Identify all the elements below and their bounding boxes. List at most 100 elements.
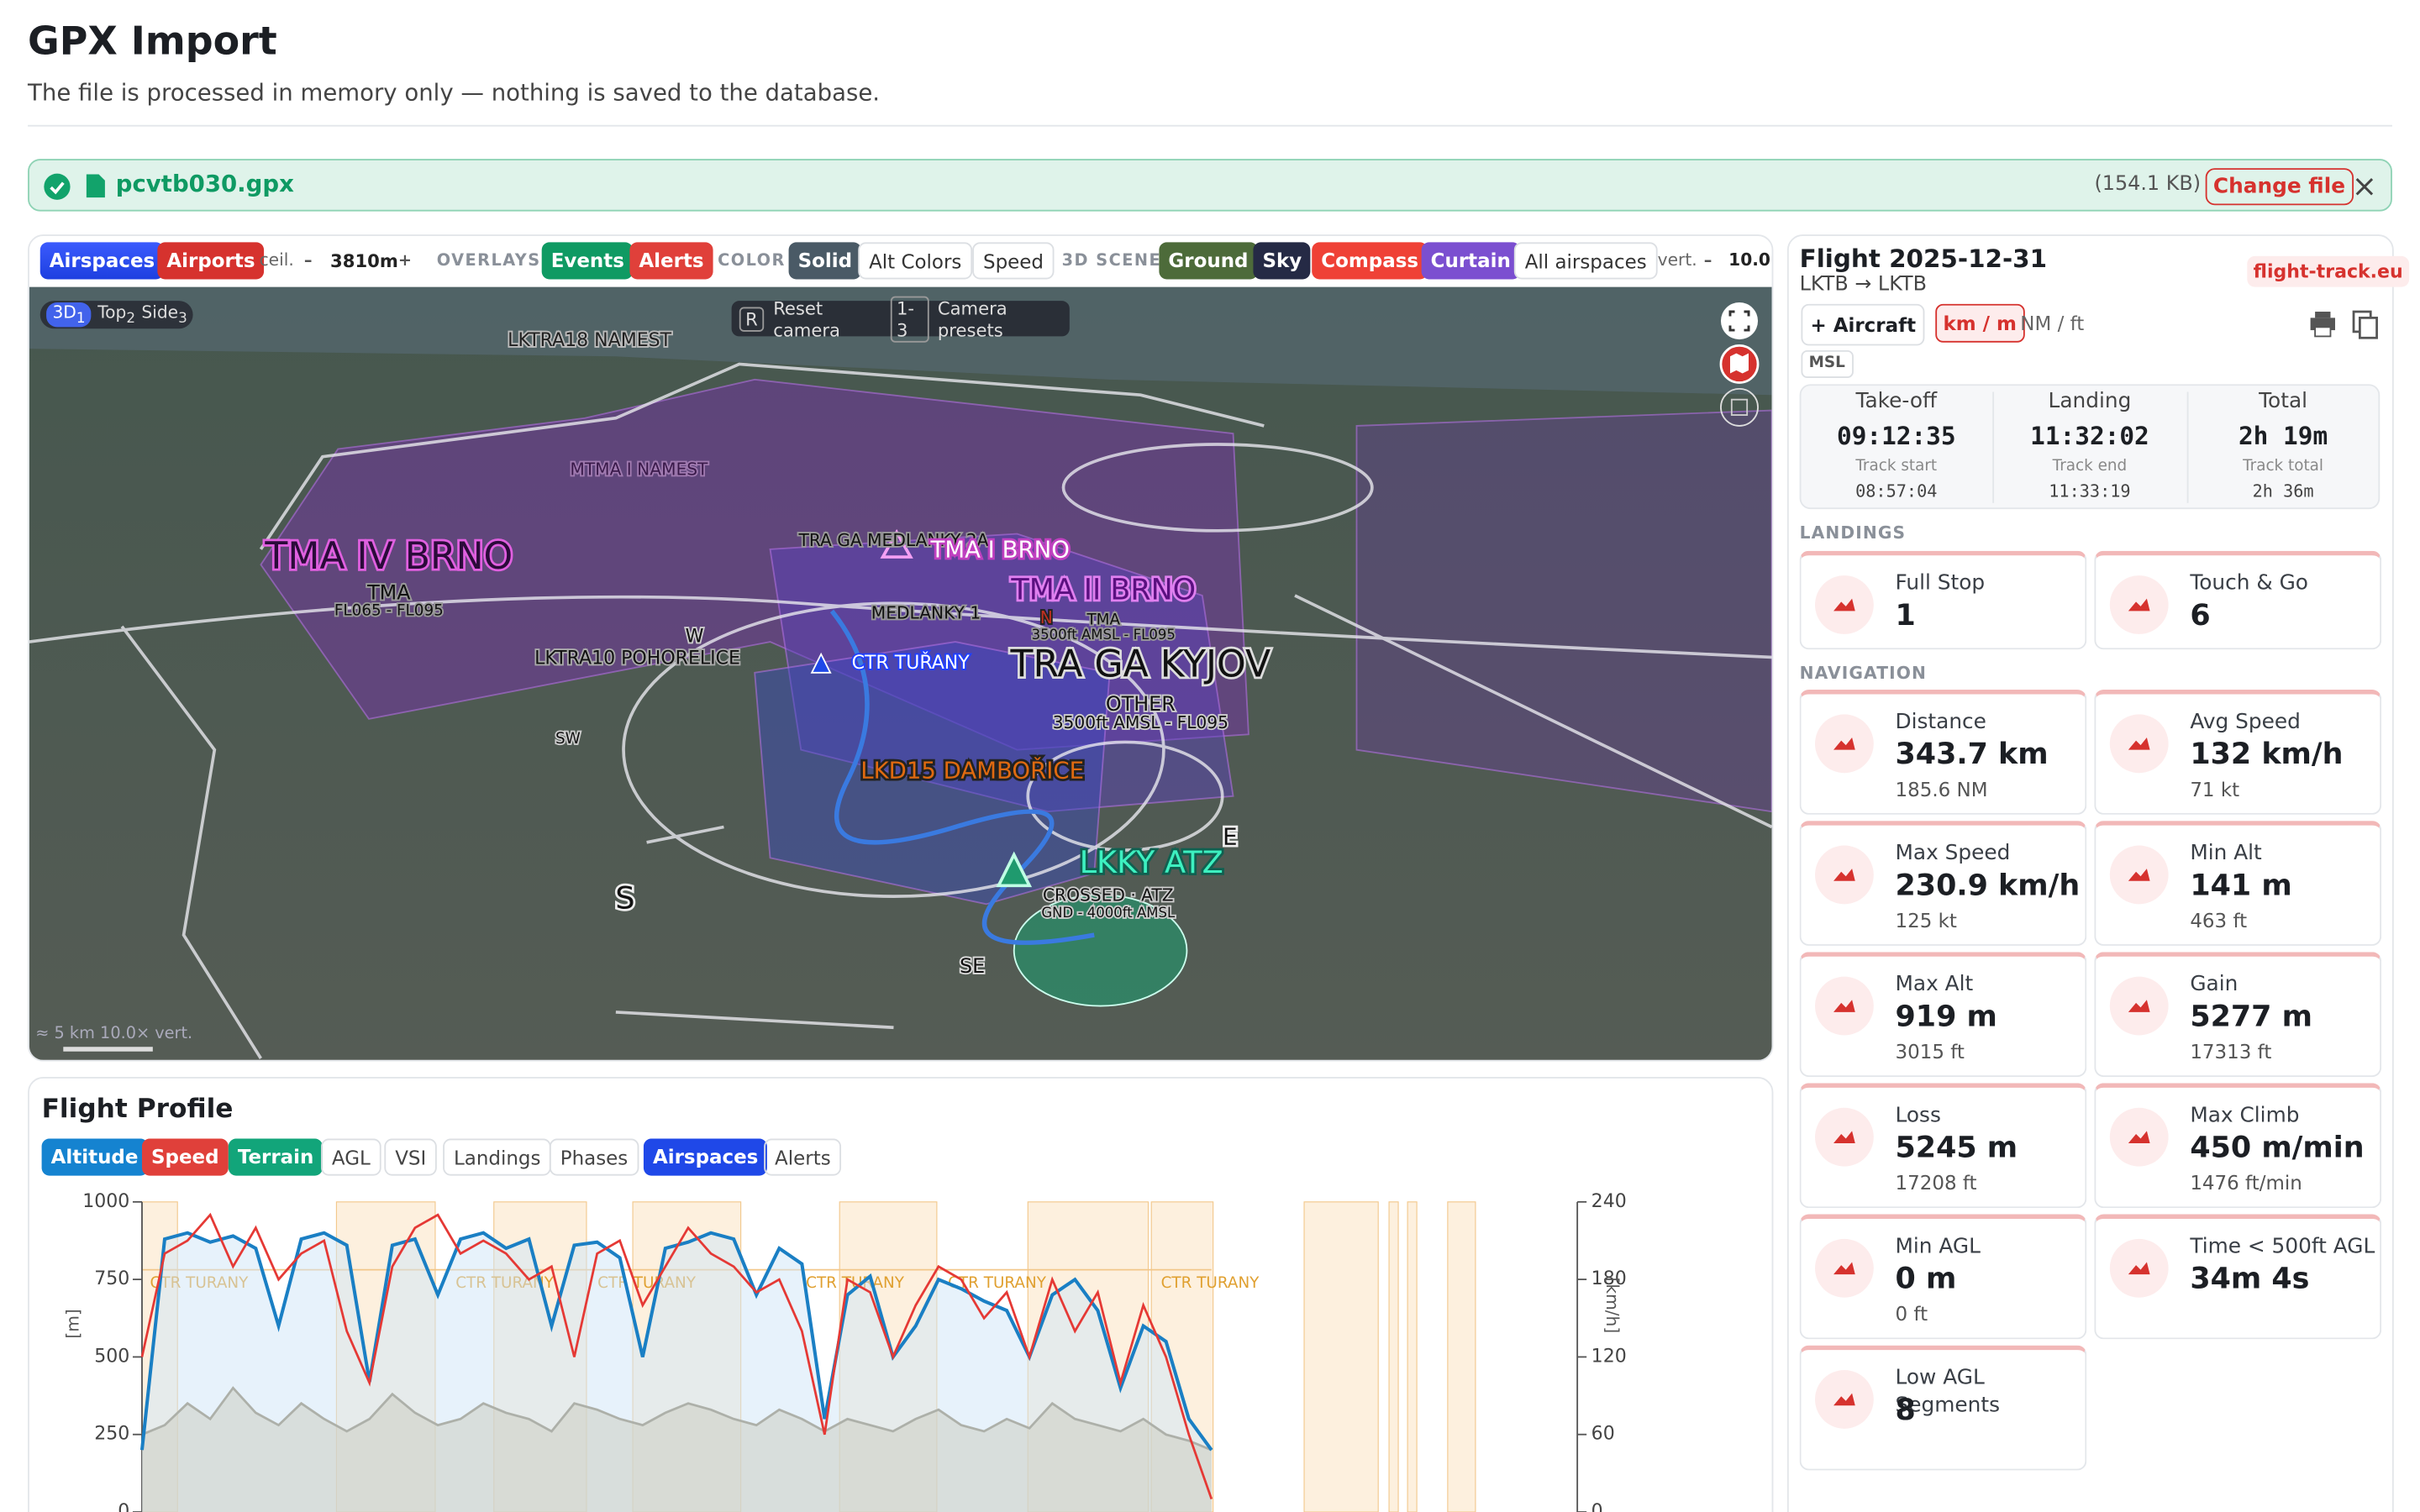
profile-toggle[interactable]: Terrain — [228, 1138, 324, 1176]
airspace-volumes — [260, 378, 1772, 906]
time-sublabel: Track end — [2052, 458, 2128, 475]
toolbar-button[interactable]: Alt Colors — [858, 242, 973, 280]
card-icon-bg — [1815, 714, 1874, 774]
view-tab[interactable]: Top2 — [97, 302, 135, 328]
time-divider — [1992, 391, 1995, 503]
y-tick-label: 0 — [118, 1501, 129, 1512]
source-link[interactable]: flight-track.eu — [2247, 255, 2410, 287]
airspace-label: CTR TURANY — [1161, 1274, 1260, 1292]
card-sub: 0 ft — [1895, 1302, 1928, 1326]
card-sub: 185.6 NM — [1895, 777, 1988, 801]
toolbar-button[interactable]: Compass — [1312, 242, 1428, 280]
key: 1-3 — [890, 295, 929, 342]
airspace-band — [1303, 1201, 1379, 1512]
time-subvalue: 11:33:19 — [2049, 481, 2131, 501]
card-value: 1 — [1895, 598, 1916, 633]
change-file-button[interactable]: Change file — [2205, 168, 2354, 206]
card-icon-bg — [1815, 845, 1874, 905]
profile-toggle[interactable]: Phases — [549, 1138, 639, 1176]
profile-title: Flight Profile — [41, 1094, 234, 1125]
y2-tick-label: 240 — [1591, 1191, 1627, 1212]
map-label: W — [686, 627, 704, 648]
toolbar-button[interactable]: Ground — [1159, 242, 1258, 280]
view-name: 3D — [52, 302, 76, 323]
card-value: 919 m — [1895, 1000, 1997, 1034]
view-tab[interactable]: 3D1 — [46, 302, 92, 328]
profile-toggle[interactable]: AGL — [321, 1138, 381, 1176]
hint: Reset camera — [773, 297, 840, 341]
toolbar-button[interactable]: Solid — [788, 242, 862, 280]
map-label: SE — [960, 954, 985, 978]
card-value: 141 m — [2190, 869, 2292, 903]
toolbar-button[interactable]: – — [303, 251, 313, 270]
card-value: 132 km/h — [2190, 737, 2344, 772]
toolbar-button[interactable]: Speed — [972, 242, 1055, 280]
profile-toggle[interactable]: Alerts — [764, 1138, 842, 1176]
toolbar-button[interactable]: Curtain — [1421, 242, 1520, 280]
card-icon-bg — [2109, 1238, 2169, 1298]
card-icon-bg — [1815, 1238, 1874, 1298]
toolbar-label: 3810m — [330, 249, 398, 272]
time-sublabel: Track total — [2243, 458, 2324, 475]
copy-button[interactable] — [2352, 310, 2378, 339]
profile-toggle[interactable]: Altitude — [41, 1138, 148, 1176]
profile-toggle[interactable]: Airspaces — [643, 1138, 768, 1176]
map-label: CROSSED · ATZ — [1043, 885, 1174, 906]
toolbar-label: OVERLAYS — [436, 251, 541, 270]
print-button[interactable] — [2310, 312, 2335, 338]
map-label: LKKY ATZ — [1080, 844, 1223, 880]
file-name: pcvtb030.gpx — [115, 170, 294, 198]
toolbar-button[interactable]: Alerts — [629, 242, 713, 280]
card-icon-bg — [1815, 1370, 1874, 1429]
map-label: N — [1040, 607, 1053, 627]
hint: Camera presets — [937, 297, 1007, 341]
view-tab[interactable]: Side3 — [141, 302, 187, 328]
stat-card: Distance 343.7 km 185.6 NM — [1799, 690, 2087, 815]
card-icon — [1833, 737, 1855, 750]
profile-toggle[interactable]: Landings — [443, 1138, 552, 1176]
card-value: 34m 4s — [2190, 1262, 2310, 1296]
aircraft-button[interactable]: + Aircraft — [1801, 303, 1926, 346]
map-label: LKTRA10 POHORELICE — [534, 648, 740, 669]
close-button[interactable] — [2354, 176, 2375, 197]
card-label: Distance — [1895, 709, 1986, 735]
map-label: 3500ft AMSL - FL095 — [1053, 712, 1228, 732]
map-3d[interactable]: LKTRA18 NAMEST MTMA I NAMEST TMA IV BRNO TM… — [29, 286, 1772, 1060]
y2-axis-label: [km/h] — [1602, 1278, 1623, 1334]
time-sublabel: Track start — [1855, 458, 1938, 475]
card-icon-bg — [2109, 1107, 2169, 1167]
stat-card: Full Stop 1 — [1799, 550, 2087, 650]
card-sub: 1476 ft/min — [2190, 1171, 2302, 1194]
time-subvalue: 08:57:04 — [1855, 481, 1938, 501]
unit-toggle[interactable]: NM / ft — [2020, 312, 2085, 335]
map-label: OTHER — [1106, 692, 1176, 716]
toolbar-button[interactable]: All airspaces — [1513, 242, 1658, 280]
card-icon — [1833, 1131, 1855, 1144]
toolbar-button[interactable]: + — [397, 251, 413, 270]
profile-toggle[interactable]: VSI — [384, 1138, 438, 1176]
card-icon — [2128, 1000, 2150, 1012]
time-label: Total — [2259, 388, 2308, 414]
profile-toggle[interactable]: Speed — [141, 1138, 229, 1176]
card-sub: 17313 ft — [2190, 1039, 2272, 1063]
toolbar-button[interactable]: Sky — [1253, 242, 1312, 280]
card-label: Min Alt — [2190, 841, 2262, 866]
file-bar: pcvtb030.gpx (154.1 KB) Change file — [28, 159, 2392, 212]
card-icon — [2128, 737, 2150, 750]
section-title: NAVIGATION — [1799, 663, 1928, 684]
expand-button[interactable] — [1720, 387, 1759, 427]
map-label: CTR TUŘANY — [852, 652, 971, 674]
toolbar-button[interactable]: Airports — [157, 242, 265, 280]
toolbar-button[interactable]: Airspaces — [39, 242, 165, 280]
map-label: TRA GA MEDLANKY 2A — [798, 530, 989, 550]
card-value: 5277 m — [2190, 1000, 2312, 1034]
toolbar-label: 3D SCENE — [1061, 251, 1162, 270]
toolbar-button[interactable]: Events — [541, 242, 634, 280]
toolbar-button[interactable]: – — [1703, 251, 1713, 270]
series-line — [140, 1212, 1213, 1500]
card-sub: 463 ft — [2190, 908, 2248, 932]
unit-toggle[interactable]: km / m — [1935, 303, 2025, 343]
flight-panel — [1786, 234, 2394, 1512]
card-icon-bg — [1815, 575, 1874, 634]
